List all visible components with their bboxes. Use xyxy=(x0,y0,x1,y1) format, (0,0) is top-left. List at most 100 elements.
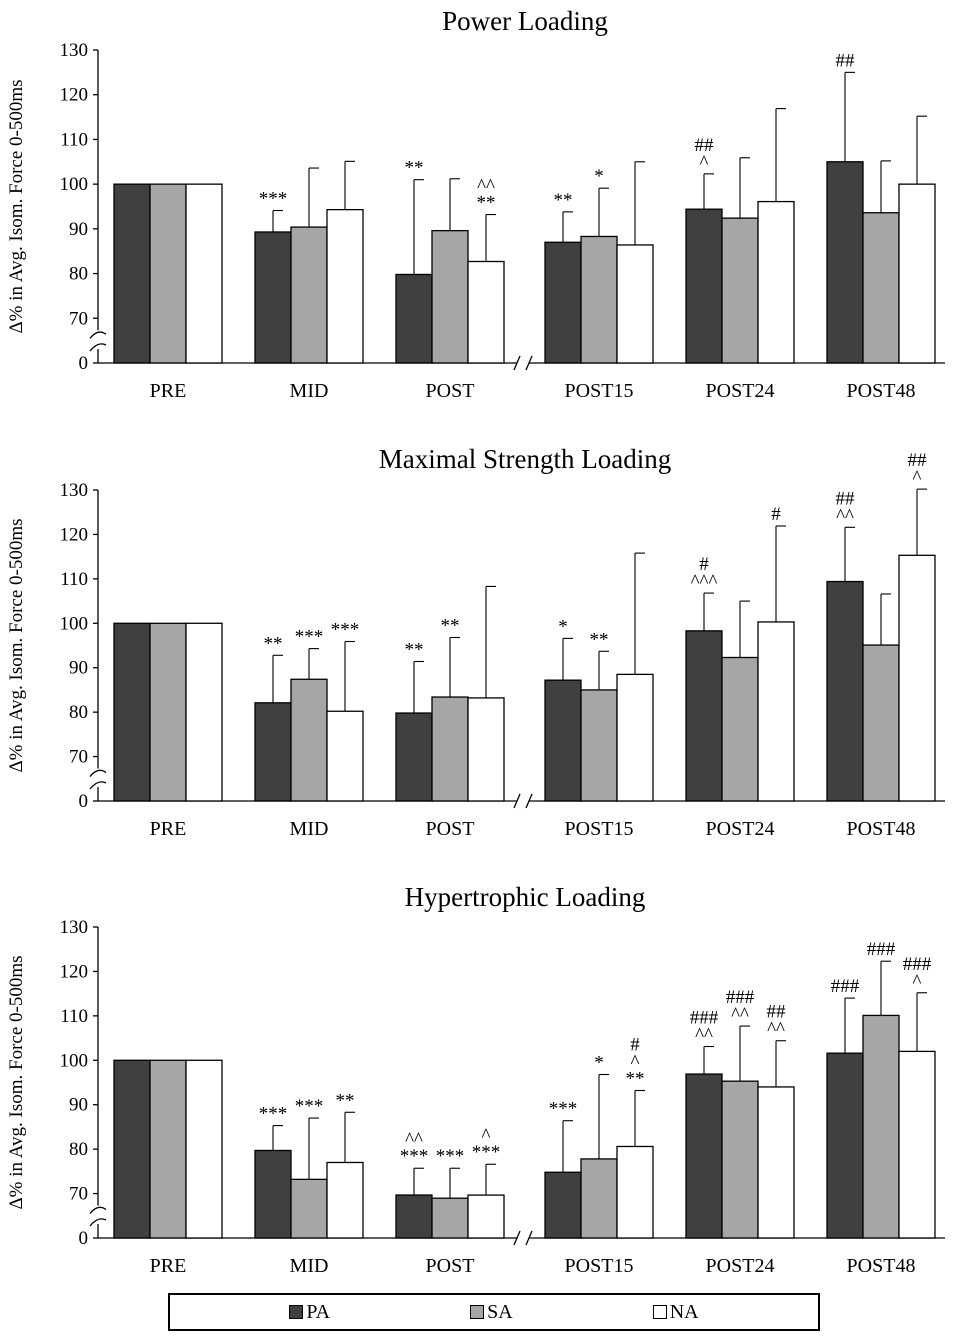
c2-significance-label: ** xyxy=(441,616,460,637)
c2-significance-label: # xyxy=(771,504,781,525)
c2-bar-pa xyxy=(826,580,864,802)
c2-bar-sa xyxy=(580,689,618,802)
c3-y-tick-label: 70 xyxy=(69,1184,88,1205)
c2-y-tick-label: 80 xyxy=(69,702,88,723)
c3-y-axis-break-mark xyxy=(89,1206,107,1214)
c1-bar-sa xyxy=(580,235,618,364)
c2-bar-sa xyxy=(431,696,469,802)
c3-significance-label: ^ xyxy=(482,1125,491,1146)
c1-bar-na xyxy=(898,183,936,364)
c1-bar-sa xyxy=(290,226,328,364)
c2-significance-label: ## xyxy=(836,488,856,509)
legend-item-sa: SA xyxy=(470,1301,513,1324)
c2-x-axis-break-mark-2 xyxy=(525,793,533,809)
c2-y-tick-label: 110 xyxy=(60,569,88,590)
c2-x-tick-label: POST15 xyxy=(565,818,634,840)
c2-significance-label: # xyxy=(699,554,709,575)
c2-y-axis-break-mark-2 xyxy=(89,781,107,790)
c1-y-axis-break-mark-2 xyxy=(89,343,107,352)
c3-bar-sa xyxy=(431,1197,469,1239)
c3-x-tick-label: MID xyxy=(290,1255,329,1277)
c1-x-tick-label: POST24 xyxy=(706,380,775,402)
c1-x-axis-break-mark-2 xyxy=(525,355,533,371)
c3-significance-label: ^ xyxy=(913,971,922,992)
c2-significance-label: *** xyxy=(331,620,360,641)
c3-significance-label: ** xyxy=(336,1090,355,1111)
c3-y-tick-label: 110 xyxy=(60,1006,88,1027)
c1-significance-label: * xyxy=(594,166,604,187)
c3-x-tick-label: POST15 xyxy=(565,1255,634,1277)
c3-significance-label: ** xyxy=(626,1068,645,1089)
c1-significance-label: ** xyxy=(405,158,424,179)
c1-y-tick-label: 100 xyxy=(60,174,89,195)
legend-label-na: NA xyxy=(669,1300,699,1323)
c1-bar-na xyxy=(467,260,505,364)
c1-x-axis-break-mark xyxy=(513,355,521,371)
c2-y-tick-label: 120 xyxy=(60,524,89,545)
legend-swatch-sa xyxy=(470,1305,485,1319)
c3-bar-sa xyxy=(862,1014,900,1239)
c3-significance-label: ### xyxy=(831,976,860,997)
c3-significance-label: *** xyxy=(400,1146,429,1167)
c1-bar-sa xyxy=(721,217,759,364)
c3-significance-label: ### xyxy=(690,1008,719,1029)
c2-x-tick-label: POST24 xyxy=(706,818,775,840)
c3-significance-label: ^^ xyxy=(405,1129,423,1150)
c2-y-tick-label: 130 xyxy=(60,480,89,501)
c3-x-tick-label: POST48 xyxy=(847,1255,916,1277)
c2-significance-label: ** xyxy=(405,639,424,660)
c3-significance-label: ^^ xyxy=(767,1019,785,1040)
c2-y-tick-label: 70 xyxy=(69,747,88,768)
c1-significance-label: ^^ xyxy=(477,176,495,197)
c3-bar-pa xyxy=(826,1052,864,1239)
c1-x-tick-label: POST48 xyxy=(847,380,916,402)
c3-y-tick-label: 120 xyxy=(60,961,89,982)
c3-bar-pa xyxy=(254,1149,292,1239)
c3-bar-pa xyxy=(395,1194,433,1239)
c1-x-tick-label: POST15 xyxy=(565,380,634,402)
legend-item-na: NA xyxy=(652,1300,699,1324)
c3-y-tick-label: 0 xyxy=(79,1228,89,1249)
c1-bar-pa xyxy=(113,183,151,364)
c1-bar-na xyxy=(757,200,795,364)
c1-significance-label: ## xyxy=(695,135,715,156)
c3-y-axis-label: Δ% in Avg. Isom. Force 0-500ms xyxy=(6,955,27,1209)
c1-y-tick-label: 130 xyxy=(60,40,89,61)
c1-y-axis-label: Δ% in Avg. Isom. Force 0-500ms xyxy=(6,79,27,333)
c3-significance-label: ### xyxy=(903,954,932,975)
c2-significance-label: ** xyxy=(264,633,283,654)
c2-significance-label: ^^ xyxy=(836,505,854,526)
c3-x-tick-label: POST24 xyxy=(706,1255,775,1277)
c2-bar-na xyxy=(185,622,223,802)
c3-y-tick-label: 90 xyxy=(69,1095,88,1116)
c1-y-tick-label: 110 xyxy=(60,129,88,150)
legend-label-sa: SA xyxy=(487,1300,513,1323)
legend: PA SA NA xyxy=(168,1293,820,1331)
c2-significance-label: ** xyxy=(590,629,609,650)
c1-significance-label: ^ xyxy=(700,152,709,173)
c1-significance-label: *** xyxy=(259,189,288,210)
c3-x-tick-label: POST xyxy=(426,1255,475,1277)
c1-x-tick-label: POST xyxy=(426,380,475,402)
c1-y-axis-break-mark xyxy=(89,331,107,339)
c2-bar-na xyxy=(898,554,936,802)
c2-significance-label: ^^^ xyxy=(691,571,718,592)
c3-bar-pa xyxy=(113,1059,151,1239)
c1-bar-sa xyxy=(431,229,469,364)
c3-significance-label: *** xyxy=(549,1099,578,1120)
c1-bar-pa xyxy=(254,231,292,364)
c3-bar-sa xyxy=(290,1178,328,1239)
c1-title: Power Loading xyxy=(442,6,608,36)
c3-x-axis-break-mark-2 xyxy=(525,1230,533,1246)
c1-y-tick-label: 80 xyxy=(69,264,88,285)
c1-bar-sa xyxy=(149,183,187,364)
c1-bar-na xyxy=(616,244,654,364)
c2-bar-pa xyxy=(544,679,582,802)
c2-significance-label: * xyxy=(558,616,568,637)
c3-bar-sa xyxy=(149,1059,187,1239)
c3-y-tick-label: 80 xyxy=(69,1139,88,1160)
c2-significance-label: ^ xyxy=(913,467,922,488)
c3-significance-label: *** xyxy=(295,1096,324,1117)
c1-bar-na xyxy=(326,208,364,364)
